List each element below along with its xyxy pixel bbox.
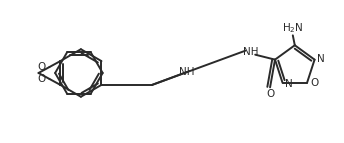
Text: O: O [37,62,45,72]
Text: H$_2$N: H$_2$N [282,22,304,35]
Text: NH: NH [243,47,258,57]
Text: N: N [284,79,292,89]
Text: NH: NH [179,67,195,77]
Text: O: O [266,89,274,99]
Text: N: N [316,54,324,64]
Text: O: O [310,78,318,88]
Text: O: O [37,74,45,84]
